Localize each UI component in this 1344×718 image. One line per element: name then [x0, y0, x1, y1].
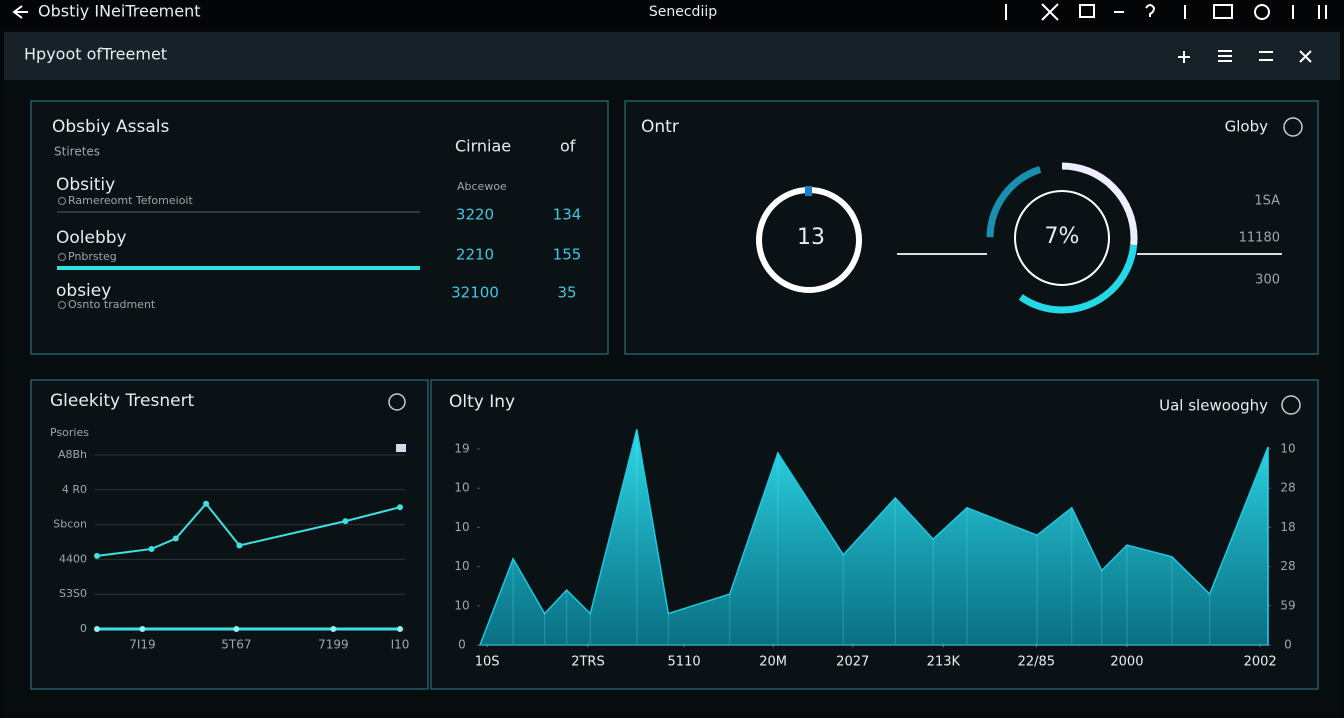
x-tick-label: 10S — [475, 655, 500, 670]
gauge-title: Ontr — [641, 117, 679, 137]
line-point — [148, 545, 155, 552]
area-series — [478, 429, 1269, 646]
line-point — [233, 626, 240, 632]
x-tick-label: 2TRS — [571, 655, 605, 670]
x-tick-label: 5110 — [668, 655, 701, 670]
y2-tick-label: 0 — [1284, 638, 1292, 652]
row-note: Osnto tradment — [68, 298, 156, 311]
row-value: 2210 — [456, 246, 494, 264]
x-tick-label: 213K — [927, 655, 961, 670]
x-tick-label: 2000 — [1110, 655, 1143, 670]
info-icon[interactable] — [1283, 117, 1303, 137]
x-tick-label: 20M — [759, 655, 787, 670]
y2-tick-label: 28 — [1280, 559, 1295, 573]
y2-tick-label: 59 — [1280, 598, 1295, 612]
row-note: Ramereomt Tefomeioit — [68, 194, 193, 207]
x-tick-label: 5T67 — [221, 638, 251, 652]
row-value: 134 — [553, 206, 582, 224]
legend-swatch — [396, 444, 406, 452]
row-name: Obsitiy — [56, 175, 115, 195]
toolbar-icons[interactable] — [1005, 3, 1327, 21]
side-label: 300 — [1255, 273, 1280, 288]
line-point — [139, 626, 146, 632]
x-tick-label: I10 — [391, 638, 410, 652]
area-right-label: Ual slewooghy — [1159, 397, 1268, 415]
x-tick-label: 2002 — [1244, 655, 1277, 670]
y-tick-label: 10 — [454, 559, 469, 573]
y-tick-label: 0 — [80, 622, 87, 635]
x-tick-label: 7I19 — [129, 638, 155, 652]
info-icon[interactable] — [1281, 395, 1301, 415]
line-point — [330, 626, 337, 632]
column-subheader: Abcewoe — [457, 180, 507, 193]
assets-subtitle: Stiretes — [54, 145, 100, 159]
side-label: 11180 — [1239, 231, 1280, 246]
line-point — [342, 518, 349, 525]
row-bullet — [58, 197, 66, 205]
line-point — [94, 626, 100, 632]
row-bullet — [58, 253, 66, 261]
y-tick-label: 4400 — [59, 552, 87, 565]
y-tick-label: 10 — [454, 520, 469, 534]
row-value: 3220 — [456, 206, 494, 224]
back-button[interactable] — [12, 5, 28, 19]
column-header: of — [560, 137, 576, 156]
y2-tick-label: 10 — [1280, 442, 1295, 456]
line-title: Gleekity Tresnert — [50, 391, 195, 411]
window-title: Hpyoot ofTreemet — [24, 45, 167, 64]
line-point — [203, 500, 210, 507]
x-tick-label: 7199 — [318, 638, 349, 652]
gauge-arc — [986, 162, 1138, 314]
row-value: 35 — [557, 284, 576, 302]
row-value: 155 — [553, 246, 582, 264]
line-point — [236, 542, 243, 549]
y2-tick-label: 28 — [1280, 481, 1295, 495]
y-tick-label: S3S0 — [59, 587, 87, 600]
gauge-right-label: Globy — [1225, 118, 1268, 136]
gauge-inner-ring — [1014, 190, 1110, 286]
gauge-value: 13 — [797, 225, 825, 250]
gauge-panel — [624, 100, 1319, 355]
app-bar — [0, 0, 1344, 30]
app-title: Obstiy INeiTreement — [38, 2, 201, 21]
y-tick-label: Sbcon — [53, 518, 87, 531]
assets-panel — [30, 100, 609, 355]
y-tick-label: A8Bh — [58, 448, 87, 461]
window-controls[interactable] — [1178, 50, 1312, 63]
x-tick-label: 22/85 — [1018, 655, 1055, 670]
y2-tick-label: 18 — [1280, 520, 1295, 534]
line-subtitle: Psories — [50, 426, 89, 439]
info-icon[interactable] — [388, 393, 406, 411]
line-point — [94, 552, 100, 559]
gauge-arc — [986, 162, 1138, 314]
y-tick-label: 10 — [454, 598, 469, 612]
row-value: 32100 — [451, 284, 499, 302]
row-note: Pnbrsteg — [68, 250, 117, 263]
line-point — [397, 504, 403, 511]
y-tick-label: 0 — [458, 638, 466, 652]
app-center: Senecdiip — [649, 4, 717, 20]
line-point — [172, 535, 179, 542]
column-header: Cirniae — [455, 137, 511, 156]
line-point — [397, 626, 403, 632]
y-tick-label: 10 — [454, 481, 469, 495]
area-title: Olty Iny — [449, 392, 515, 412]
y-tick-label: 19 — [454, 442, 469, 456]
window-title-bar — [4, 32, 1340, 80]
gauge-value: 7% — [1045, 224, 1080, 249]
gauge-marker — [805, 186, 812, 196]
x-tick-label: 2027 — [836, 655, 869, 670]
y-tick-label: 4 R0 — [62, 483, 87, 496]
side-label: 1SA — [1254, 194, 1280, 209]
row-name: obsiey — [56, 281, 111, 301]
row-bullet — [58, 301, 66, 309]
assets-title: Obsbiy Assals — [52, 117, 169, 137]
row-name: Oolebby — [56, 228, 127, 248]
